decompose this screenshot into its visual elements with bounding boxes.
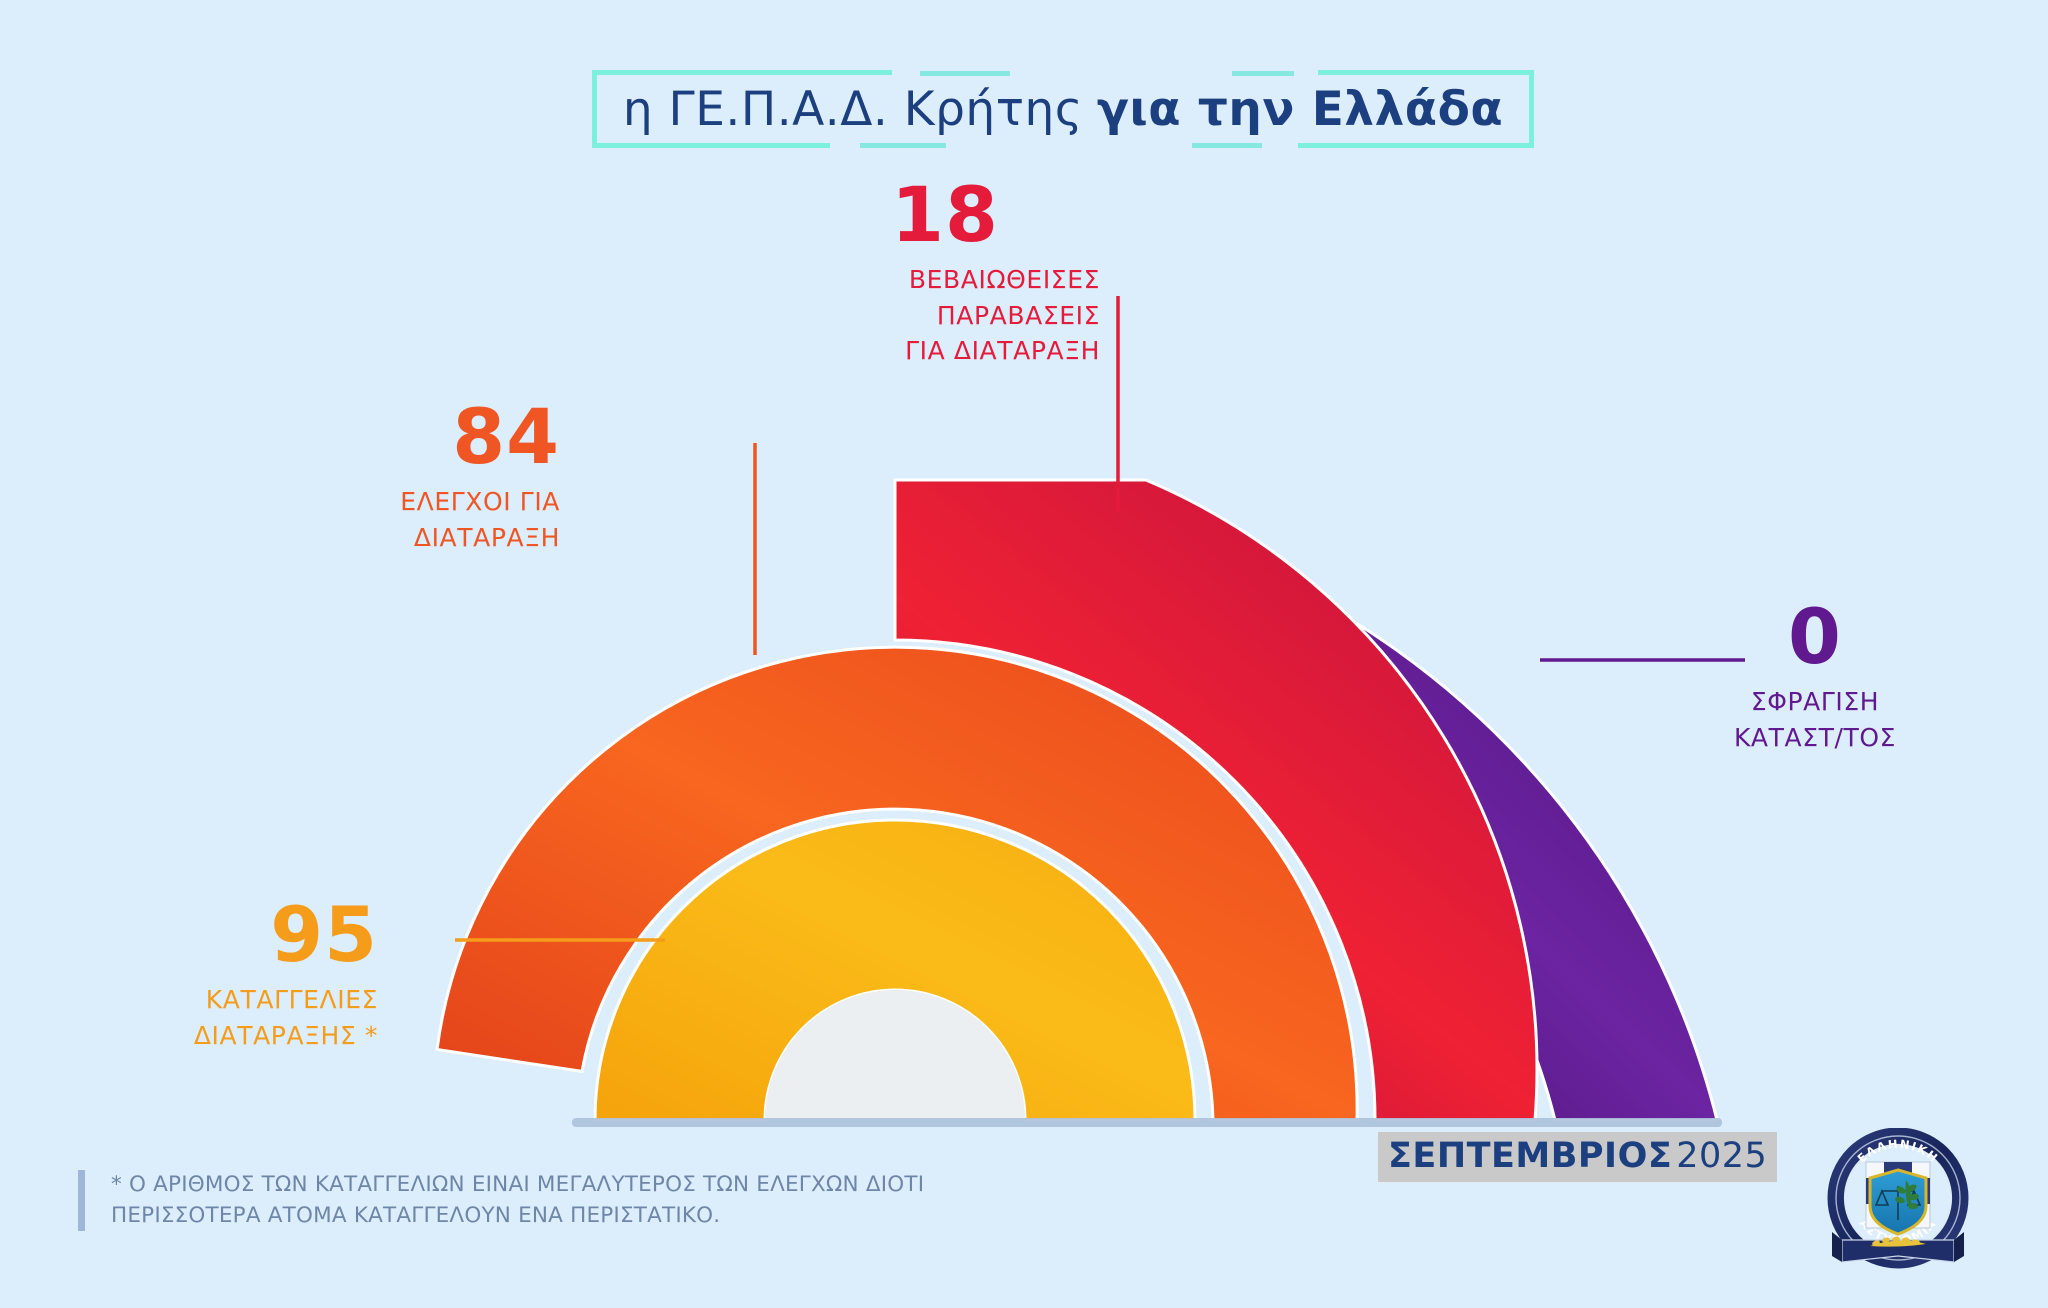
- inspections-caption: ΕΛΕΓΧΟΙ ΓΙΑ ΔΙΑΤΑΡΑΞΗ: [400, 487, 560, 552]
- date-badge: ΣΕΠΤΕΜΒΡΙΟΣ 2025: [1378, 1132, 1778, 1182]
- violations-caption: ΒΕΒΑΙΩΘΕΙΣΕΣ ΠΑΡΑΒΑΣΕΙΣ ΓΙΑ ΔΙΑΤΑΡΑΞΗ: [905, 265, 1100, 366]
- inspections-value: 84: [452, 392, 560, 481]
- sealings-label: 0 ΣΦΡΑΓΙΣΗ ΚΑΤΑΣΤ/ΤΟΣ: [1690, 592, 1940, 755]
- leader-lines: [455, 296, 1745, 942]
- sealings-value: 0: [1788, 592, 1842, 681]
- page-title: η ΓΕ.Π.Α.Δ. Κρήτης για την Ελλάδα: [592, 70, 1534, 148]
- complaints-caption: ΚΑΤΑΓΓΕΛΙΕΣ ΔΙΑΤΑΡΑΞΗΣ *: [193, 985, 378, 1050]
- title-frame-decoration: [592, 70, 1534, 148]
- violations-label: 18 ΒΕΒΑΙΩΘΕΙΣΕΣ ΠΑΡΑΒΑΣΕΙΣ ΓΙΑ ΔΙΑΤΑΡΑΞΗ: [790, 170, 1100, 369]
- violations-value: 18: [891, 170, 999, 259]
- chart-inner-core: [765, 990, 1025, 1120]
- inspections-label: 84 ΕΛΕΓΧΟΙ ΓΙΑ ΔΙΑΤΑΡΑΞΗ: [300, 392, 560, 555]
- hellenic-police-logo: ΕΛΛΗΝΙΚΗ ΑΣΤΥΝΟΜΙΑ: [1827, 1128, 1969, 1269]
- footnote-text: * Ο ΑΡΙΘΜΟΣ ΤΩΝ ΚΑΤΑΓΓΕΛΙΩΝ ΕΙΝΑΙ ΜΕΓΑΛΥ…: [78, 1170, 1038, 1232]
- complaints-value: 95: [270, 890, 378, 979]
- date-month: ΣΕΠΤΕΜΒΡΙΟΣ: [1388, 1136, 1673, 1176]
- title-light-text: η ΓΕ.Π.Α.Δ. Κρήτης: [622, 81, 1083, 137]
- inspections-arc: [435, 645, 1359, 1122]
- complaints-label: 95 ΚΑΤΑΓΓΕΛΙΕΣ ΔΙΑΤΑΡΑΞΗΣ *: [88, 890, 378, 1053]
- violations-arc: [893, 478, 1539, 1122]
- title-bold-text: για την Ελλάδα: [1096, 81, 1504, 137]
- title-block: η ΓΕ.Π.Α.Δ. Κρήτης για την Ελλάδα: [592, 70, 1534, 148]
- sealings-caption: ΣΦΡΑΓΙΣΗ ΚΑΤΑΣΤ/ΤΟΣ: [1733, 687, 1897, 752]
- chart-baseline: [572, 1118, 1722, 1127]
- date-year: 2025: [1676, 1136, 1768, 1176]
